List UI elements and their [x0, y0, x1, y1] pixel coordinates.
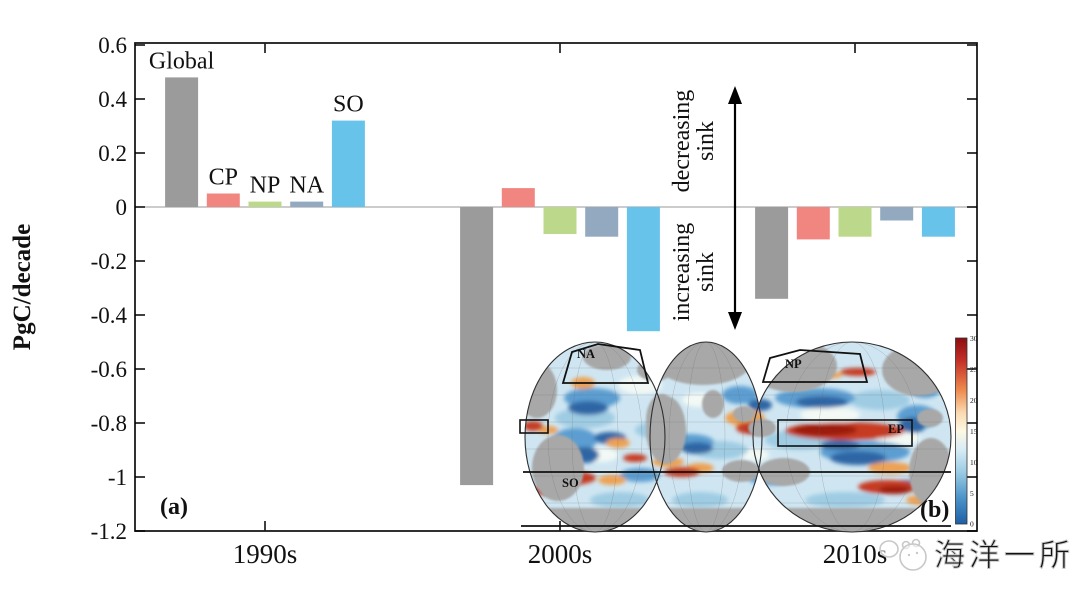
- colorbar-tick: 15: [970, 427, 978, 436]
- colorbar-tick: 0: [970, 520, 974, 529]
- bar-global-2010s: [755, 207, 789, 299]
- x-tick-label: 2000s: [528, 539, 593, 569]
- bar-na-1990s: [290, 201, 324, 207]
- bar-so-2000s: [626, 207, 660, 332]
- annotation-decreasing-sink: sink: [693, 121, 719, 161]
- bar-cp-2000s: [501, 188, 535, 207]
- bar-label-so: SO: [333, 92, 364, 118]
- watermark-logo-eye: [907, 553, 911, 557]
- bar-label-na: NA: [289, 173, 324, 199]
- bar-global-2000s: [460, 207, 494, 486]
- bar-so-1990s: [331, 120, 365, 207]
- y-tick-label: 0.6: [98, 33, 127, 58]
- bar-chart: Global CP NP NA SO 1990s 2000s 2010s 0.6 0.4 0.2 0 -…: [9, 33, 978, 569]
- bar-label-np: NP: [250, 173, 281, 199]
- y-axis-title: PgC/decade: [9, 224, 36, 350]
- plot-frame: [134, 42, 978, 532]
- bar-np-2010s: [838, 207, 872, 237]
- region-box-ep-wrap: [519, 419, 549, 434]
- bar-so-2010s: [921, 207, 955, 237]
- y-tick-label: -0.2: [91, 249, 127, 274]
- x-tick-label: 1990s: [233, 539, 298, 569]
- panel-b-label: (b): [920, 497, 949, 523]
- annotation-increasing-sink: sink: [693, 252, 719, 292]
- map-lobe-outlines: [524, 341, 952, 533]
- y-tick-label: 0: [116, 195, 128, 220]
- map-ocean-layer: [525, 342, 951, 532]
- colorbar-gradient: [955, 337, 968, 525]
- arrow-up-head-icon: [728, 86, 742, 104]
- region-box-np: [761, 349, 869, 383]
- annotation-increasing: increasing: [669, 223, 695, 322]
- watermark-logo-icon: [879, 538, 927, 571]
- map-colorbar: 30 25 20 15 10 5 0: [955, 334, 978, 529]
- watermark: 海洋一所: [879, 538, 1074, 574]
- y-tick-label: -0.6: [91, 357, 127, 382]
- colorbar-tick: 25: [970, 365, 978, 374]
- region-label-na: NA: [577, 347, 595, 361]
- map-region-labels: NA NP EP SO: [562, 347, 904, 490]
- map-region-boxes: [519, 343, 951, 527]
- watermark-text: 海洋一所: [934, 538, 1074, 573]
- y-tick-label: -0.4: [91, 303, 128, 328]
- y-tick-label: -1.2: [91, 519, 127, 544]
- bar-cp-2010s: [796, 207, 830, 240]
- region-box-ep: [777, 419, 913, 447]
- bar-np-2000s: [543, 207, 577, 234]
- arrow-down-head-icon: [728, 312, 742, 330]
- map-graticule: [525, 342, 951, 532]
- y-tick-label: -0.8: [91, 411, 127, 436]
- colorbar-tick-labels: 30 25 20 15 10 5 0: [970, 334, 978, 529]
- region-label-np: NP: [785, 357, 802, 371]
- region-label-so: SO: [562, 476, 579, 490]
- region-label-ep: EP: [888, 422, 904, 436]
- watermark-logo-eye: [915, 551, 919, 555]
- y-tick-label: 0.2: [98, 141, 127, 166]
- annotation-decreasing: decreasing: [669, 90, 695, 193]
- bar-na-2000s: [585, 207, 619, 237]
- y-tick-label: 0.4: [98, 87, 127, 112]
- y-tick-label: -1: [108, 465, 127, 490]
- colorbar-tick: 20: [970, 396, 978, 405]
- bar-global-1990s: [165, 77, 199, 208]
- bar-cp-1990s: [206, 193, 240, 207]
- bar-na-2010s: [880, 207, 914, 221]
- x-tick-label: 2010s: [823, 539, 888, 569]
- panel-a-label: (a): [160, 494, 188, 520]
- region-box-na: [561, 343, 650, 384]
- bar-label-cp: CP: [209, 165, 238, 191]
- colorbar-tick: 10: [970, 458, 978, 467]
- colorbar-tick: 5: [970, 489, 974, 498]
- bar-np-1990s: [248, 201, 282, 207]
- world-map-inset: NA NP EP SO 30 25 20 15 10 5 0 (b): [519, 334, 978, 533]
- colorbar-tick: 30: [970, 334, 978, 343]
- bar-label-global: Global: [149, 48, 215, 74]
